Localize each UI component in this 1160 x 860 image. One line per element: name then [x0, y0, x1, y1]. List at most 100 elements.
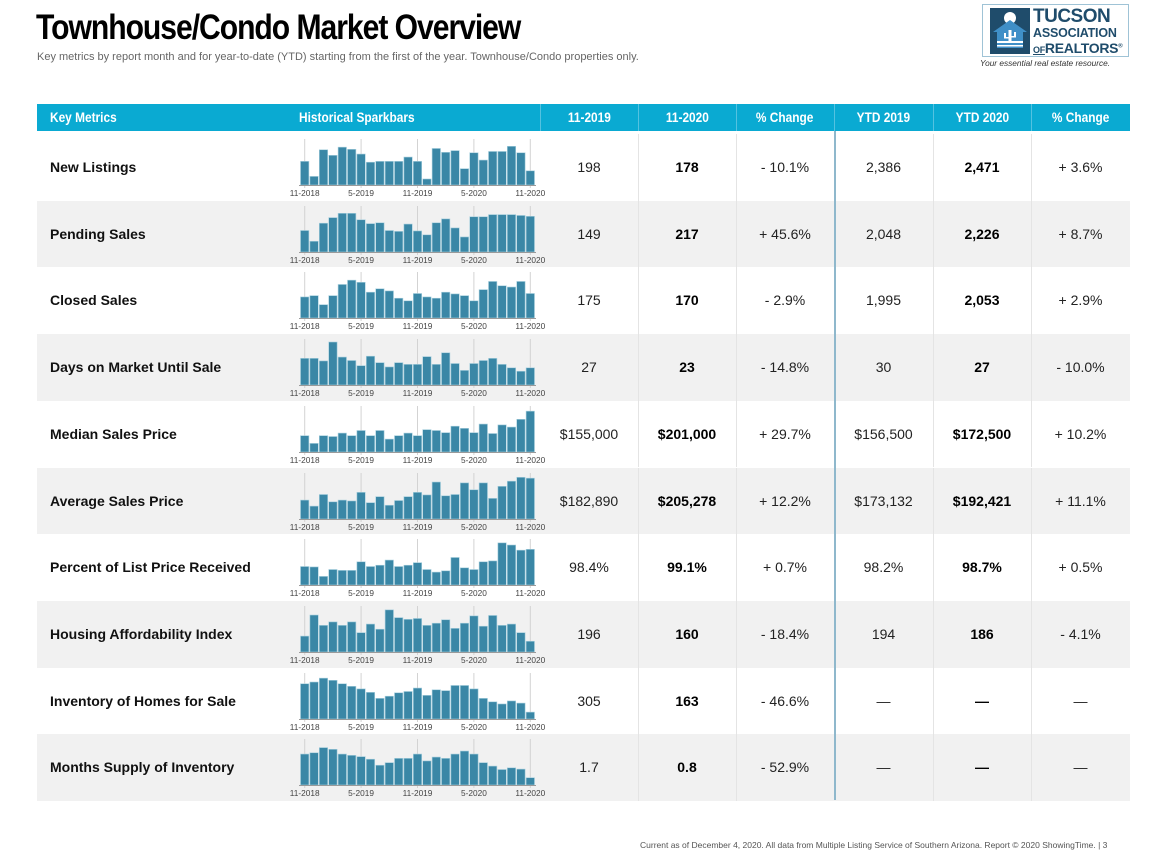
- sparkbar-bar: [328, 436, 338, 453]
- sparkbar-bar: [516, 371, 526, 386]
- sparkbar-tick-label: 11-2019: [403, 321, 433, 331]
- sparkbar-bar: [450, 150, 460, 186]
- column-separator: [1031, 667, 1032, 735]
- sparkbar-svg: 11-2018 5-2019 11-2019 5-2020 11-2020: [290, 739, 546, 798]
- cell-11-2019: 198: [577, 159, 601, 175]
- sparkbar-tick-label: 11-2019: [403, 188, 433, 198]
- sparkbar-bar: [347, 212, 357, 252]
- sparkbar-bar: [384, 559, 394, 586]
- column-separator: [736, 534, 737, 601]
- logo-frame: TUCSON ASSOCIATION OFREALTORS®: [982, 4, 1129, 57]
- sparkbar-bar: [318, 149, 328, 186]
- sparkbar-bar: [507, 145, 517, 186]
- sparkbar-bar: [366, 435, 376, 453]
- sparkbar-bar: [422, 624, 432, 653]
- column-separator: [933, 200, 934, 268]
- column-separator: [1031, 200, 1032, 268]
- sparkbar-bar: [318, 576, 328, 586]
- cell-month-pct-change: - 10.1%: [760, 159, 810, 175]
- column-separator: [933, 667, 934, 735]
- sparkbar-bar: [403, 495, 413, 519]
- sparkbar-bar: [375, 565, 385, 586]
- metric-label: Median Sales Price: [50, 425, 177, 442]
- sparkbar-chart: 11-2018 5-2019 11-2019 5-2020 11-2020: [290, 672, 546, 733]
- sparkbar-tick-label: 5-2019: [348, 321, 374, 331]
- sparkbar-bar: [497, 624, 507, 653]
- sparkbar-bar: [497, 364, 507, 386]
- column-separator: [933, 134, 934, 201]
- sparkbar-bar: [422, 356, 432, 386]
- sparkbar-bar: [318, 747, 328, 786]
- sparkbar-bar: [507, 287, 517, 319]
- sparkbar-bar: [337, 624, 347, 653]
- sparkbar-tick-label: 11-2019: [403, 388, 433, 398]
- table-row: Percent of List Price Received 11-2018 5-2…: [37, 534, 1130, 601]
- sparkbar-chart: 11-2018 5-2019 11-2019 5-2020 11-2020: [290, 205, 546, 266]
- sparkbar-bar: [413, 293, 423, 319]
- column-header-ytd-2019: YTD 2019: [856, 110, 911, 125]
- sparkbar-chart: 11-2018 5-2019 11-2019 5-2020 11-2020: [290, 605, 546, 666]
- sparkbar-tick-label: 11-2019: [403, 588, 433, 598]
- sparkbar-bar: [441, 494, 451, 519]
- sparkbar-svg: 11-2018 5-2019 11-2019 5-2020 11-2020: [290, 472, 546, 532]
- sparkbar-bar: [356, 429, 366, 453]
- sparkbar-bar: [422, 760, 432, 786]
- sparkbar-chart: 11-2018 5-2019 11-2019 5-2020 11-2020: [290, 339, 546, 399]
- sparkbar-bar: [384, 161, 394, 186]
- sparkbar-tick-label: 5-2020: [461, 255, 487, 265]
- cell-11-2019: $182,890: [559, 492, 619, 509]
- sparkbar-bar: [516, 214, 526, 252]
- cell-month-pct-change: - 18.4%: [760, 625, 810, 642]
- sparkbar-bar: [403, 758, 413, 786]
- sparkbar-bar: [469, 363, 479, 386]
- sparkbar-tick-label: 11-2018: [290, 388, 320, 398]
- sparkbar-svg: 11-2018 5-2019 11-2019 5-2020 11-2020: [290, 339, 546, 398]
- table-header: Key Metrics Historical Sparkbars 11-2019…: [37, 104, 1130, 131]
- sparkbar-bar: [337, 570, 347, 586]
- sparkbar-bar: [441, 292, 451, 319]
- sparkbar-bar: [478, 289, 488, 319]
- cell-11-2019: 175: [577, 292, 601, 309]
- footer-note: Current as of December 4, 2020. All data…: [640, 840, 1108, 850]
- sparkbar-tick-label: 5-2020: [461, 588, 487, 598]
- sparkbar-bar: [497, 769, 507, 786]
- sparkbar-bar: [478, 423, 488, 453]
- sparkbar-bar: [478, 697, 488, 719]
- column-separator: [736, 134, 737, 201]
- sparkbar-bar: [375, 429, 385, 453]
- column-header-month-pct-change: % Change: [756, 110, 814, 125]
- sparkbar-bar: [375, 222, 385, 252]
- sparkbar-bar: [450, 557, 460, 586]
- column-separator: [1031, 134, 1032, 201]
- sparkbar-bar: [516, 281, 526, 319]
- cell-ytd-2019: $156,500: [854, 425, 913, 442]
- column-header-historical-sparkbars: Historical Sparkbars: [299, 110, 415, 125]
- cell-ytd-2020: —: [975, 692, 989, 709]
- sparkbar-tick-label: 5-2020: [461, 321, 487, 331]
- cell-11-2019: 27: [581, 359, 597, 376]
- sparkbar-bar: [478, 762, 488, 786]
- house-cactus-icon: [990, 8, 1030, 54]
- cell-11-2020: 170: [675, 292, 699, 309]
- sparkbar-tick-label: 11-2018: [290, 455, 320, 465]
- cell-ytd-pct-change: + 10.2%: [1054, 425, 1107, 442]
- cell-11-2020: 23: [679, 359, 695, 376]
- sparkbar-bar: [525, 549, 535, 586]
- sparkbar-bar: [441, 570, 451, 586]
- sparkbar-bar: [450, 754, 460, 786]
- cell-ytd-2020: 98.7%: [962, 559, 1002, 576]
- sparkbar-bar: [413, 754, 423, 786]
- key-metrics-table: Key Metrics Historical Sparkbars 11-2019…: [37, 104, 1130, 801]
- sparkbar-bar: [469, 615, 479, 653]
- sparkbar-bar: [431, 622, 441, 653]
- cell-11-2020: 160: [675, 625, 699, 642]
- sparkbar-bar: [488, 560, 498, 586]
- sparkbar-bar: [441, 218, 451, 252]
- metric-label: Housing Affordability Index: [50, 625, 233, 642]
- sparkbar-bar: [413, 161, 423, 186]
- sparkbar-tick-label: 11-2018: [290, 188, 320, 198]
- cell-month-pct-change: + 29.7%: [759, 425, 811, 442]
- sparkbar-bar: [525, 170, 535, 186]
- metric-label: Pending Sales: [50, 225, 146, 242]
- sparkbar-bar: [328, 295, 338, 319]
